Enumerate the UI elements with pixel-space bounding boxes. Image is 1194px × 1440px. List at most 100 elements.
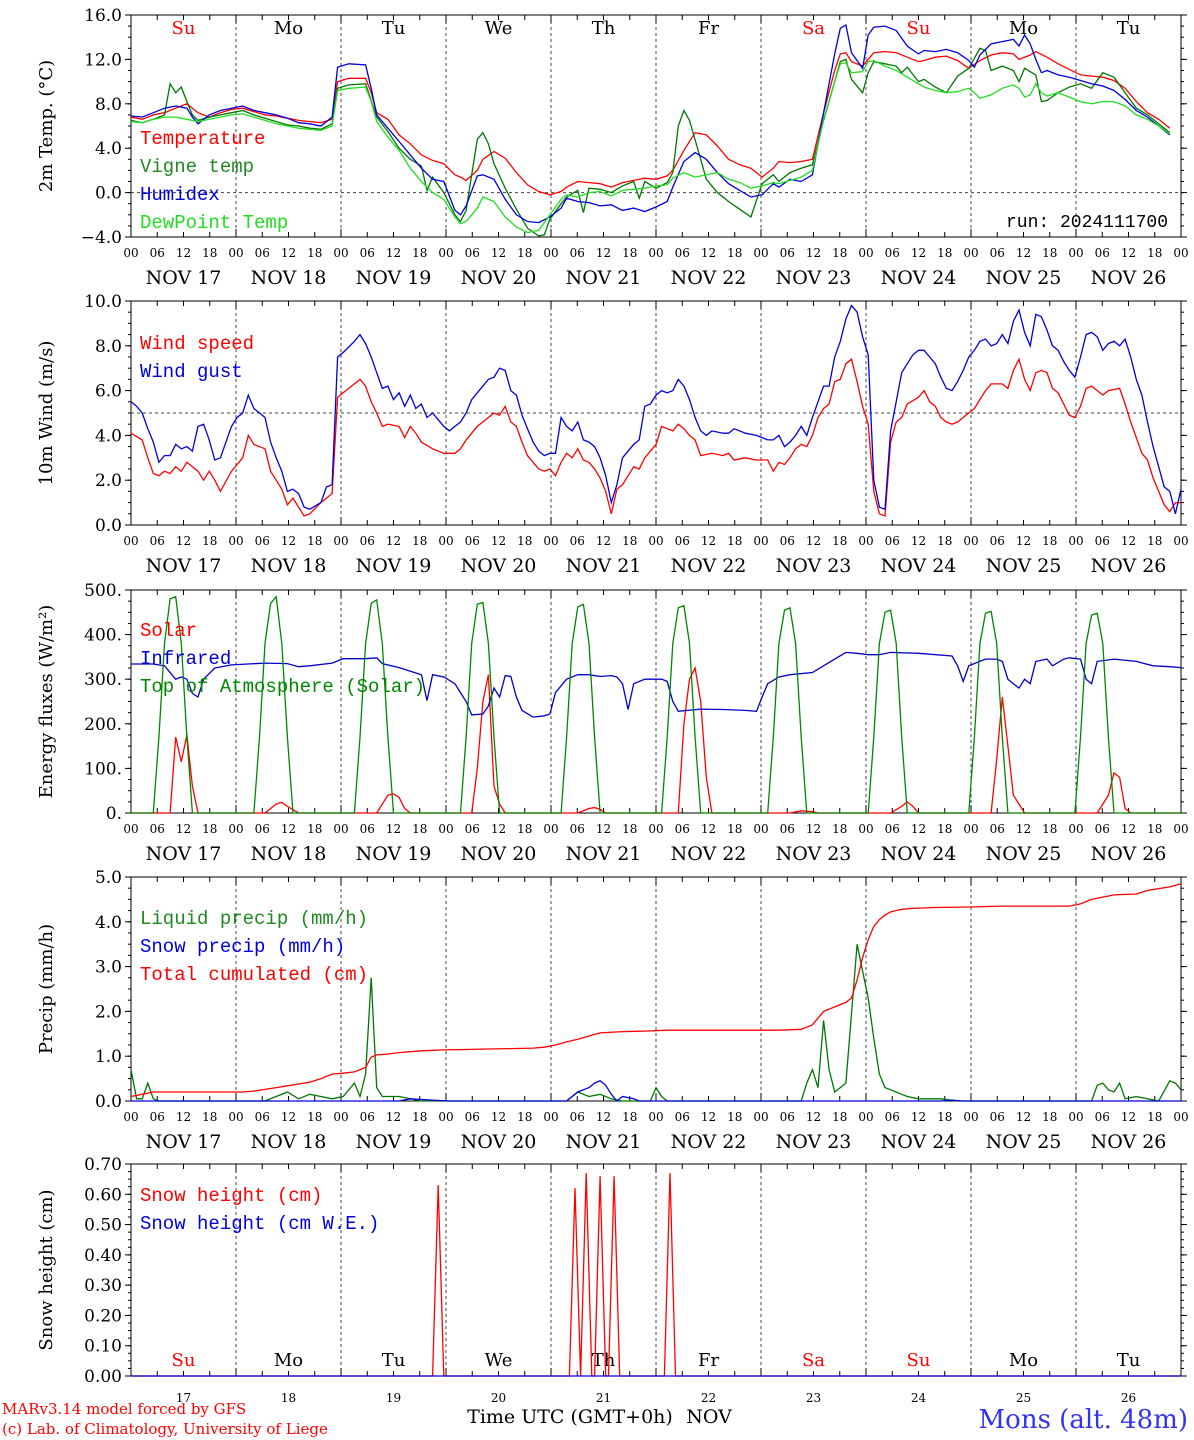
legend-entry: Temperature — [140, 128, 265, 150]
panel-4: 5.04.03.02.01.00.000 06 12 18 00 06 12 18 00 06 12… — [36, 868, 1189, 1153]
x-hour-label: 06 — [675, 246, 690, 260]
run-annotation: run: 2024111700 — [1006, 213, 1168, 233]
day-name: Fr — [698, 18, 719, 39]
x-hour-label: 12 — [176, 1110, 191, 1124]
legend-entry: Wind speed — [140, 333, 254, 355]
legend-entry: Snow precip (mm/h) — [140, 936, 345, 958]
series-line — [131, 665, 1181, 814]
x-hour-label: 06 — [465, 822, 480, 836]
x-hour-label: 00 — [858, 1110, 873, 1124]
x-hour-label: 06 — [360, 246, 375, 260]
x-date-label: NOV 26 — [1091, 843, 1167, 865]
x-hour-label: 06 — [255, 246, 270, 260]
series-line — [130, 357, 1181, 517]
day-name: Tu — [382, 18, 406, 39]
x-hour-label: 06 — [150, 246, 165, 260]
day-name: Su — [907, 1350, 931, 1371]
y-tick-label: 8.0 — [95, 337, 122, 357]
y-axis-title: Snow height (cm) — [36, 1189, 57, 1350]
x-hour-label: 12 — [386, 534, 401, 548]
x-hour-label: 18 — [937, 822, 952, 836]
day-name: Mo — [1009, 1350, 1038, 1371]
x-date-label: NOV 19 — [356, 1131, 432, 1153]
x-hour-label: 00 — [858, 534, 873, 548]
day-name: Su — [172, 18, 196, 39]
x-day-number: 20 — [491, 1391, 506, 1405]
series-line — [130, 50, 1171, 196]
legend-entry: DewPoint Temp — [140, 212, 288, 234]
x-hour-label: 00 — [648, 822, 663, 836]
x-hour-label: 18 — [832, 534, 847, 548]
x-hour-label: 00 — [228, 534, 243, 548]
x-hour-label: 06 — [150, 1110, 165, 1124]
x-hour-label: 06 — [885, 246, 900, 260]
x-hour-label: 00 — [228, 1110, 243, 1124]
x-date-label: NOV 20 — [461, 267, 537, 289]
x-hour-label: 18 — [412, 822, 427, 836]
x-hour-label: 18 — [1042, 246, 1057, 260]
x-day-number: 24 — [911, 1391, 927, 1405]
x-hour-label: 12 — [176, 822, 191, 836]
y-tick-label: 100. — [84, 759, 122, 779]
x-day-number: 22 — [701, 1391, 716, 1405]
legend-entry: Snow height (cm W.E.) — [140, 1213, 379, 1235]
x-hour-label: 18 — [727, 246, 742, 260]
x-hour-label: 00 — [228, 822, 243, 836]
x-hour-label: 12 — [596, 822, 611, 836]
x-date-label: NOV 22 — [671, 843, 747, 865]
x-hour-label: 12 — [491, 246, 506, 260]
location-label: Mons (alt. 48m) — [979, 1405, 1188, 1435]
x-hour-label: 06 — [570, 1110, 585, 1124]
panel-1: 16.012.08.04.00.0−4.000 06 12 18 00 06 12 18 00 0… — [36, 6, 1189, 289]
x-hour-label: 06 — [1095, 246, 1110, 260]
series-line — [130, 304, 1182, 514]
x-date-label: NOV 23 — [776, 843, 852, 865]
x-hour-label: 06 — [360, 822, 375, 836]
x-hour-label: 12 — [911, 1110, 926, 1124]
x-hour-label: 06 — [675, 822, 690, 836]
x-hour-label: 12 — [281, 1110, 296, 1124]
x-hour-label: 06 — [780, 246, 795, 260]
x-hour-label: 00 — [753, 1110, 768, 1124]
x-hour-label: 06 — [465, 246, 480, 260]
x-hour-label: 06 — [150, 534, 165, 548]
x-hour-label: 12 — [281, 534, 296, 548]
x-hour-label: 12 — [701, 534, 716, 548]
x-hour-label: 00 — [1068, 534, 1083, 548]
x-date-label: NOV 21 — [566, 1131, 642, 1153]
series-line — [131, 1080, 1181, 1102]
x-hour-label: 18 — [622, 1110, 637, 1124]
x-hour-label: 18 — [937, 534, 952, 548]
legend-entry: Vigne temp — [140, 156, 254, 178]
day-name: Mo — [1009, 18, 1038, 39]
x-hour-label: 18 — [202, 534, 217, 548]
x-date-label: NOV 23 — [776, 267, 852, 289]
x-hour-label: 00 — [1173, 534, 1188, 548]
x-hour-label: 06 — [465, 534, 480, 548]
legend-entry: Total cumulated (cm) — [140, 964, 368, 986]
x-hour-label: 12 — [176, 246, 191, 260]
x-date-label: NOV 19 — [356, 555, 432, 577]
y-tick-label: 2.0 — [95, 1002, 122, 1022]
legend-entry: Infrared — [140, 648, 231, 670]
x-hour-label: 18 — [832, 246, 847, 260]
x-hour-label: 12 — [596, 534, 611, 548]
y-axis-title: 10m Wind (m/s) — [36, 341, 57, 486]
x-hour-label: 18 — [622, 534, 637, 548]
x-hour-label: 18 — [937, 246, 952, 260]
x-date-label: NOV 17 — [146, 843, 222, 865]
x-hour-label: 00 — [333, 534, 348, 548]
x-hour-label: 00 — [1068, 822, 1083, 836]
x-hour-label: 18 — [1042, 1110, 1057, 1124]
x-hour-label: 00 — [438, 534, 453, 548]
x-hour-label: 06 — [255, 1110, 270, 1124]
x-hour-label: 00 — [123, 534, 138, 548]
x-hour-label: 18 — [517, 822, 532, 836]
x-hour-label: 18 — [307, 822, 322, 836]
x-hour-label: 12 — [911, 822, 926, 836]
x-date-label: NOV 21 — [566, 555, 642, 577]
y-tick-label: 16.0 — [84, 6, 122, 26]
x-hour-label: 12 — [491, 1110, 506, 1124]
x-date-label: NOV 22 — [671, 267, 747, 289]
x-hour-label: 00 — [438, 822, 453, 836]
